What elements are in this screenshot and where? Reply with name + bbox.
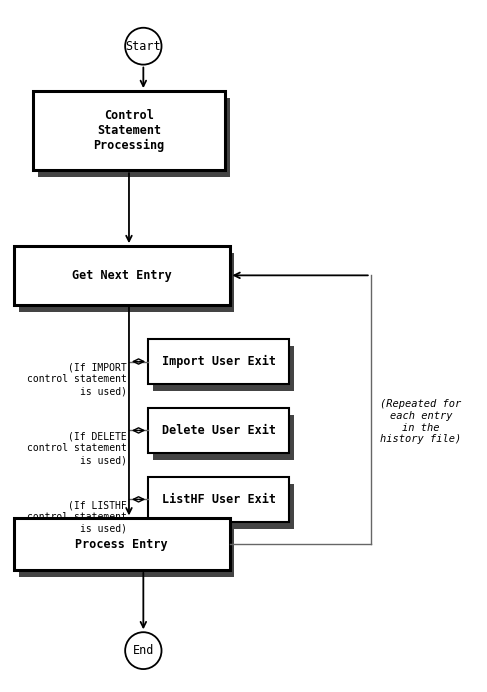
Bar [19, 253, 234, 311]
Bar [153, 484, 294, 529]
Text: Process Entry: Process Entry [75, 538, 168, 551]
Text: (If IMPORT
control statement
is used): (If IMPORT control statement is used) [27, 363, 127, 396]
Text: (Repeated for
each entry
in the
history file): (Repeated for each entry in the history … [380, 399, 462, 444]
Text: (If DELETE
control statement
is used): (If DELETE control statement is used) [27, 432, 127, 465]
Bar [153, 346, 294, 391]
Ellipse shape [125, 28, 162, 64]
Bar [153, 415, 294, 459]
Text: Import User Exit: Import User Exit [162, 355, 276, 368]
Bar [19, 525, 234, 577]
Bar [148, 408, 289, 453]
Text: End: End [132, 644, 154, 657]
Text: (If LISTHF
control statement
is used): (If LISTHF control statement is used) [27, 501, 127, 534]
Bar [14, 246, 229, 304]
Text: Delete User Exit: Delete User Exit [162, 424, 276, 437]
Bar [38, 98, 229, 177]
Text: ListHF User Exit: ListHF User Exit [162, 493, 276, 506]
Ellipse shape [125, 632, 162, 669]
Text: Get Next Entry: Get Next Entry [72, 269, 172, 282]
Bar [14, 518, 229, 570]
Bar [148, 339, 289, 384]
Text: Start: Start [126, 39, 161, 53]
Text: Control
Statement
Processing: Control Statement Processing [94, 109, 165, 152]
Bar [33, 91, 225, 170]
Bar [148, 477, 289, 522]
